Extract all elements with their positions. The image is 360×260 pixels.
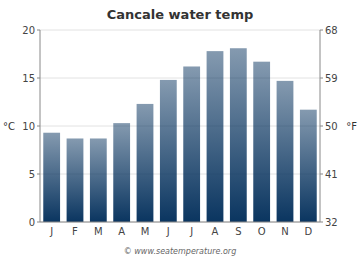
x-tick-label: A: [212, 226, 219, 237]
x-tick-label: A: [118, 226, 125, 237]
x-tick-label: F: [72, 226, 78, 237]
bar: [183, 66, 200, 222]
y2-tick-label: 68: [325, 25, 338, 36]
y-tick: [37, 78, 40, 79]
y-tick-label: 0: [29, 217, 35, 228]
bar: [43, 133, 60, 222]
x-tick-label: J: [189, 226, 193, 237]
x-tick-label: N: [281, 226, 288, 237]
y2-tick: [320, 78, 323, 79]
y-tick-label: 20: [22, 25, 35, 36]
bar: [230, 48, 247, 222]
grid-line: [40, 78, 320, 79]
y-tick: [37, 222, 40, 223]
bar: [137, 104, 154, 222]
x-tick-label: M: [141, 226, 150, 237]
bar: [67, 138, 84, 222]
title: Cancale water temp: [107, 7, 253, 22]
bar: [300, 110, 317, 222]
y-tick-label: 5: [29, 169, 35, 180]
x-tick-label: S: [235, 226, 241, 237]
bar: [207, 51, 224, 222]
y2-tick: [320, 222, 323, 223]
y2-tick: [320, 30, 323, 31]
y2-tick-label: 32: [325, 217, 338, 228]
y-tick: [37, 126, 40, 127]
y-tick: [37, 174, 40, 175]
x-tick-label: D: [304, 226, 312, 237]
bar: [253, 62, 270, 222]
bar: [113, 123, 130, 222]
y2-tick-label: 41: [325, 169, 338, 180]
y2-tick-label: 59: [325, 73, 338, 84]
bar: [160, 80, 177, 222]
y2-axis-label: °F: [346, 121, 357, 132]
y-tick-label: 15: [22, 73, 35, 84]
chart: 0 5 10 15 20 32 41 50 59 68 J F M A M J J A S O N D °C °F Cancal…: [0, 0, 360, 260]
x-tick-label: M: [94, 226, 103, 237]
x-tick-label: O: [258, 226, 266, 237]
x-axis-line: [40, 222, 320, 223]
bar: [90, 138, 107, 222]
x-tick-label: J: [166, 226, 170, 237]
bar: [277, 81, 294, 222]
x-tick-label: J: [49, 226, 53, 237]
bars: [43, 48, 316, 222]
y2-tick-label: 50: [325, 121, 338, 132]
y2-tick: [320, 126, 323, 127]
y-axis-label: °C: [3, 121, 15, 132]
grid-line: [40, 222, 320, 223]
y-tick: [37, 30, 40, 31]
watermark: © www.seatemperature.org: [124, 247, 236, 256]
y2-tick: [320, 174, 323, 175]
grid-line: [40, 30, 320, 31]
y-tick-label: 10: [22, 121, 35, 132]
